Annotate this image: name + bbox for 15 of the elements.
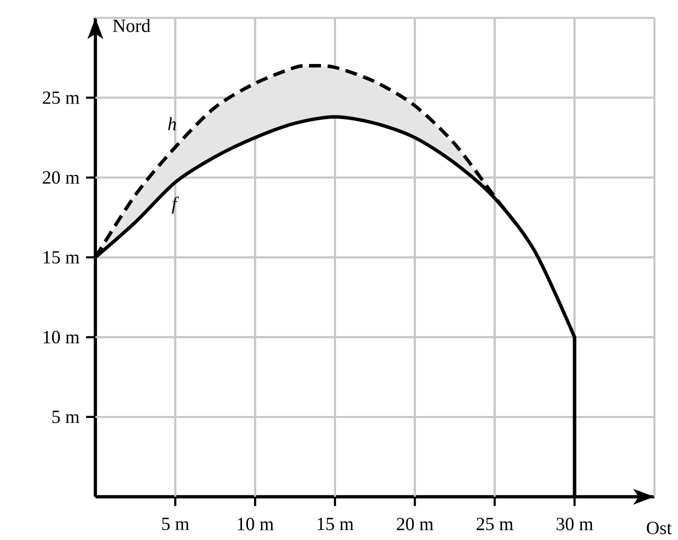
x-tick-label: 5 m <box>162 518 190 530</box>
y-tick-label: 15 m <box>44 250 80 264</box>
y-tick-label: 20 m <box>42 171 80 184</box>
x-tick-label: 25 m <box>476 518 514 530</box>
series-label: h <box>168 117 176 130</box>
y-tick-label: 25 m <box>42 91 80 104</box>
x-tick-label: 20 m <box>396 518 434 530</box>
y-tick-label: 10 m <box>44 330 80 344</box>
x-tick-label: 10 m <box>238 518 274 530</box>
x-axis-title: Ost <box>646 522 672 534</box>
x-tick-label: 30 m <box>556 518 594 530</box>
y-axis-title: Nord <box>112 18 150 32</box>
series-label: f <box>172 196 179 214</box>
x-tick-label: 15 m <box>318 518 354 530</box>
y-tick-label: 5 m <box>52 410 80 423</box>
